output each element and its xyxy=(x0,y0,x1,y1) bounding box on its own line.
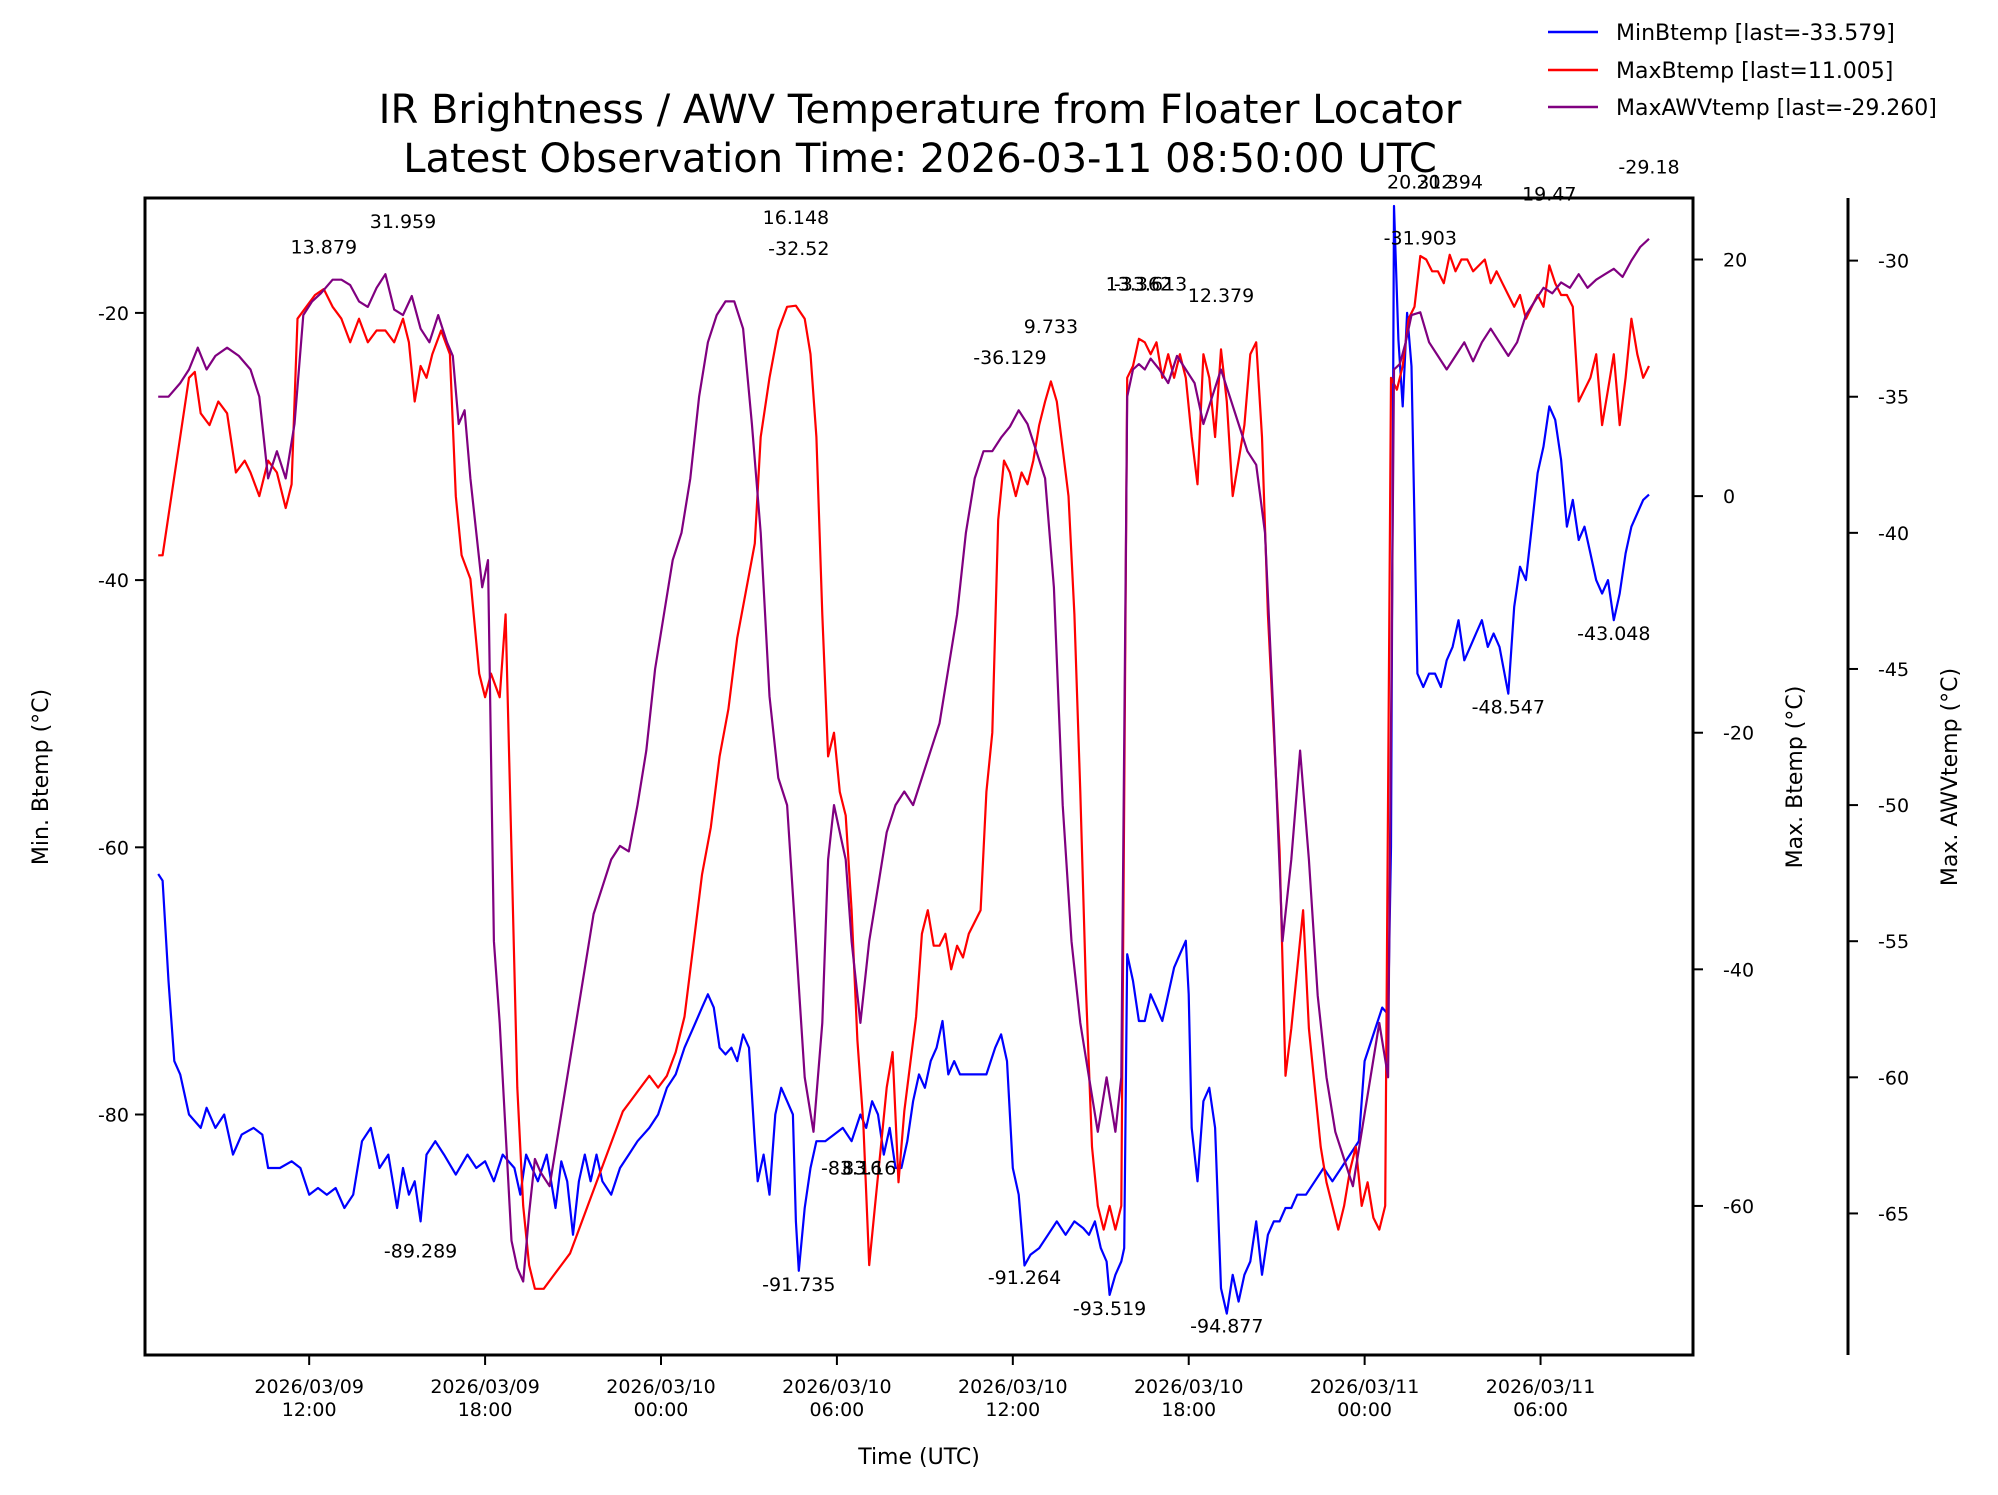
data-annotation: 13.879 xyxy=(291,237,357,259)
data-annotation: -48.547 xyxy=(1472,697,1545,719)
data-annotation: 13.362 xyxy=(1106,273,1172,295)
data-annotation: -91.735 xyxy=(762,1274,835,1296)
left-tick-label: -40 xyxy=(98,570,129,592)
legend-label-minbtemp: MinBtemp [last=-33.579] xyxy=(1616,21,1895,46)
x-tick-label-date: 2026/03/10 xyxy=(1134,1376,1244,1398)
x-tick-label-date: 2026/03/11 xyxy=(1486,1376,1596,1398)
left-tick-label: -80 xyxy=(98,1105,129,1127)
x-tick-label-time: 06:00 xyxy=(1513,1399,1568,1421)
x-tick-label-time: 18:00 xyxy=(458,1399,513,1421)
outer-right-tick-label: -30 xyxy=(1878,251,1909,273)
data-annotation: -83.16 xyxy=(821,1158,882,1180)
outer-right-tick-label: -55 xyxy=(1878,931,1909,953)
x-tick-label-date: 2026/03/10 xyxy=(958,1376,1068,1398)
chart-subtitle: Latest Observation Time: 2026-03-11 08:5… xyxy=(403,136,1437,182)
right-axis-label: Max. Btemp (°C) xyxy=(1783,686,1808,869)
data-annotation: 83.16 xyxy=(842,1158,896,1180)
outer-right-tick-label: -40 xyxy=(1878,523,1909,545)
data-annotation: 19.47 xyxy=(1522,183,1576,205)
data-annotation: -31.903 xyxy=(1384,227,1457,249)
right-tick-label: -40 xyxy=(1723,959,1754,981)
chart-title: IR Brightness / AWV Temperature from Flo… xyxy=(379,87,1462,133)
right-tick-label: 0 xyxy=(1723,486,1735,508)
plot-frame xyxy=(143,196,1695,1357)
data-annotation: -29.18 xyxy=(1618,157,1679,179)
x-tick-label-time: 12:00 xyxy=(985,1399,1040,1421)
data-annotation: 20.394 xyxy=(1416,172,1482,194)
outer-right-tick-label: -35 xyxy=(1878,387,1909,409)
right-tick-label: 20 xyxy=(1723,250,1747,272)
legend-label-maxawvtemp: MaxAWVtemp [last=-29.260] xyxy=(1616,96,1937,121)
legend: MinBtemp [last=-33.579] MaxBtemp [last=1… xyxy=(1548,21,1937,121)
series-layer xyxy=(157,204,1650,1315)
data-annotation: -32.52 xyxy=(768,238,829,260)
legend-label-maxbtemp: MaxBtemp [last=11.005] xyxy=(1616,59,1893,84)
data-annotation: 12.379 xyxy=(1188,285,1254,307)
data-annotation: -94.877 xyxy=(1190,1315,1263,1337)
left-tick-label: -20 xyxy=(98,303,129,325)
series-line-maxbtemp xyxy=(158,253,1650,1290)
left-axis-label: Min. Btemp (°C) xyxy=(29,689,54,865)
x-axis-label: Time (UTC) xyxy=(857,1445,980,1470)
left-tick-label: -60 xyxy=(98,837,129,859)
right-tick-label: -60 xyxy=(1723,1196,1754,1218)
data-annotation: -89.289 xyxy=(384,1241,457,1263)
data-annotation: 16.148 xyxy=(763,207,829,229)
x-tick-label-date: 2026/03/09 xyxy=(430,1376,540,1398)
x-tick-label-date: 2026/03/09 xyxy=(254,1376,364,1398)
x-tick-label-date: 2026/03/10 xyxy=(782,1376,892,1398)
x-tick-label-time: 00:00 xyxy=(1337,1399,1392,1421)
series-line-minbtemp xyxy=(157,204,1650,1315)
right-tick-label: -20 xyxy=(1723,723,1754,745)
tick-layer: 2026/03/0912:002026/03/0918:002026/03/10… xyxy=(98,250,1909,1421)
outer-right-tick-label: -50 xyxy=(1878,795,1909,817)
data-annotation: -33.613 xyxy=(1114,274,1187,296)
x-tick-label-date: 2026/03/10 xyxy=(606,1376,716,1398)
x-tick-label-time: 06:00 xyxy=(810,1399,865,1421)
outer-right-tick-label: -45 xyxy=(1878,659,1909,681)
x-tick-label-date: 2026/03/11 xyxy=(1310,1376,1420,1398)
outer-right-tick-label: -60 xyxy=(1878,1067,1909,1089)
data-annotation: 9.733 xyxy=(1024,316,1078,338)
x-tick-label-time: 12:00 xyxy=(282,1399,337,1421)
outer-right-tick-label: -65 xyxy=(1878,1203,1909,1225)
data-annotation: -93.519 xyxy=(1073,1298,1146,1320)
data-annotation: 20.312 xyxy=(1387,172,1453,194)
data-annotation: 31.959 xyxy=(370,211,436,233)
x-tick-label-time: 18:00 xyxy=(1161,1399,1216,1421)
data-annotation: -91.264 xyxy=(988,1267,1061,1289)
annotation-layer: 13.879 31.959 16.148 -32.52 9.733 -36.129 13.3… xyxy=(291,157,1680,1338)
data-annotation: -36.129 xyxy=(973,347,1046,369)
outer-right-axis-label: Max. AWVtemp (°C) xyxy=(1938,668,1963,886)
x-tick-label-time: 00:00 xyxy=(634,1399,689,1421)
series-line-maxawvtemp xyxy=(158,237,1650,1283)
data-annotation: -43.048 xyxy=(1577,623,1650,645)
